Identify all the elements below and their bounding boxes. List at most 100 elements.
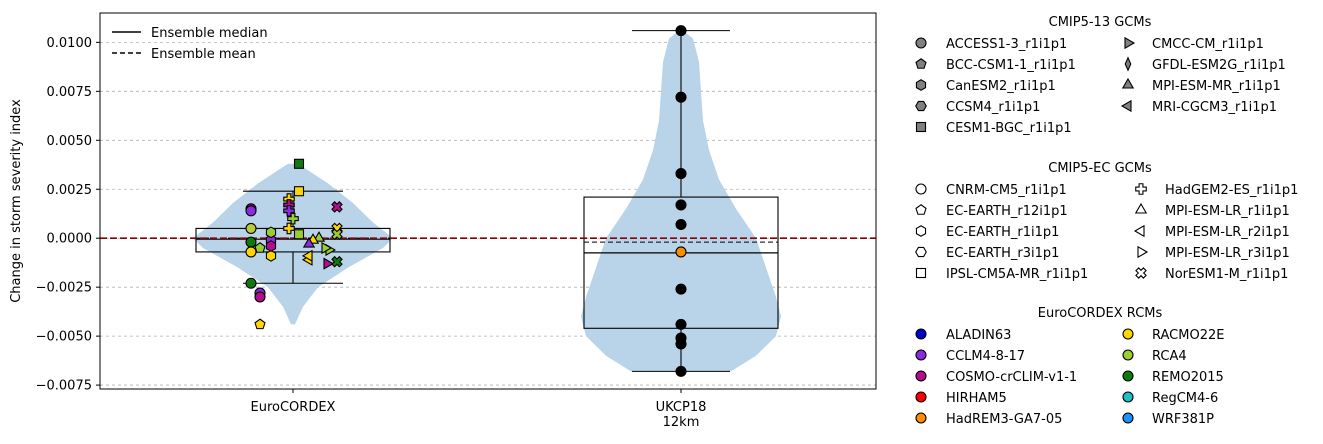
legend-item-label: WRF381P xyxy=(1152,412,1214,427)
legend-group-title: CMIP5-13 GCMs xyxy=(1049,15,1152,30)
legend-marker xyxy=(1133,224,1145,238)
legend-group-title: CMIP5-EC GCMs xyxy=(1048,161,1152,176)
legend-marker xyxy=(1121,77,1135,89)
y-tick-label: −0.0075 xyxy=(36,379,92,394)
x-tick-label: EuroCORDEX xyxy=(251,400,336,415)
data-point xyxy=(675,168,687,180)
y-tick-label: 0.0075 xyxy=(47,85,93,100)
median-legend-label: Ensemble median xyxy=(151,26,268,41)
line-legend: Ensemble median Ensemble mean xyxy=(112,26,268,62)
data-point xyxy=(265,226,277,239)
data-point xyxy=(675,338,687,350)
legend-item-label: ACCESS1-3_r1i1p1 xyxy=(946,37,1067,52)
legend-item-label: MPI-ESM-LR_r1i1p1 xyxy=(1165,204,1290,219)
data-point xyxy=(293,186,305,197)
data-point xyxy=(283,222,295,235)
y-axis: 0.0100 0.0075 0.0050 0.0025 0.0000 −0.0025 −0.… xyxy=(36,36,100,394)
legend-item-label: NorESM1-M_r1i1p1 xyxy=(1165,267,1288,282)
data-point xyxy=(293,158,305,169)
legend-marker xyxy=(1135,183,1147,195)
legend-item-label: MRI-CGCM3_r1i1p1 xyxy=(1152,100,1277,115)
data-point xyxy=(675,25,687,37)
legend-marker xyxy=(1122,349,1134,361)
data-point xyxy=(675,246,687,258)
legend-marker xyxy=(1134,202,1148,214)
legend-marker xyxy=(1122,328,1134,340)
data-point xyxy=(287,212,299,225)
legend-item-label: HIRHAM5 xyxy=(946,391,1007,406)
legend-marker xyxy=(915,58,927,69)
legend-marker xyxy=(915,349,927,361)
data-point xyxy=(675,365,687,377)
data-point xyxy=(254,242,266,253)
y-tick-label: −0.0025 xyxy=(36,281,92,296)
data-point xyxy=(254,318,266,330)
data-point xyxy=(675,283,687,295)
legend-marker xyxy=(1124,36,1136,50)
x-tick-label: UKCP18 xyxy=(656,400,707,415)
data-point xyxy=(245,277,257,289)
legend-item-label: EC-EARTH_r12i1p1 xyxy=(946,204,1068,219)
y-tick-label: 0.0000 xyxy=(47,232,93,247)
legend-marker xyxy=(915,183,927,195)
legend-marker xyxy=(915,267,927,279)
data-point xyxy=(245,205,257,217)
legend-marker xyxy=(915,225,927,237)
data-point xyxy=(323,257,335,270)
legend-item-label: REMO2015 xyxy=(1152,370,1224,385)
y-tick-label: −0.0050 xyxy=(36,330,92,345)
data-point xyxy=(293,229,305,240)
y-tick-label: 0.0100 xyxy=(47,36,93,51)
legend-marker xyxy=(1120,99,1132,113)
legend-marker xyxy=(915,370,927,382)
legend-group-title: EuroCORDEX RCMs xyxy=(1038,306,1163,321)
legend-item-label: EC-EARTH_r3i1p1 xyxy=(946,246,1059,261)
data-points xyxy=(245,25,687,377)
legend-item-label: CNRM-CM5_r1i1p1 xyxy=(946,183,1067,198)
marker-legend: CMIP5-13 GCMs ACCESS1-3_r1i1p1 BCC-CSM1-1_… xyxy=(915,15,1298,427)
legend-item-label: RCA4 xyxy=(1152,349,1187,364)
legend-item-label: CCSM4_r1i1p1 xyxy=(946,100,1040,115)
legend-marker xyxy=(915,121,927,133)
y-tick-label: 0.0050 xyxy=(47,134,93,149)
legend-item-label: COSMO-crCLIM-v1-1 xyxy=(946,370,1077,385)
legend-item-label: CMCC-CM_r1i1p1 xyxy=(1152,37,1264,52)
data-point xyxy=(245,236,257,248)
data-point xyxy=(675,218,687,231)
legend-item-label: ALADIN63 xyxy=(946,328,1011,343)
legend-item-label: HadREM3-GA7-05 xyxy=(946,412,1062,427)
data-point xyxy=(301,249,313,262)
legend-marker xyxy=(1124,56,1132,72)
legend-marker xyxy=(915,328,927,340)
legend-item-label: BCC-CSM1-1_r1i1p1 xyxy=(946,58,1076,73)
legend-item-label: CCLM4-8-17 xyxy=(946,349,1025,364)
data-point xyxy=(265,249,277,262)
data-point xyxy=(321,241,333,255)
legend-marker xyxy=(915,204,927,215)
legend-marker xyxy=(915,412,927,424)
legend-item-label: MPI-ESM-LR_r3i1p1 xyxy=(1165,246,1290,261)
legend-marker xyxy=(1122,412,1134,424)
legend-item-label: EC-EARTH_r1i1p1 xyxy=(946,225,1059,240)
legend-marker xyxy=(915,79,927,91)
y-axis-label: Change in storm severity index xyxy=(9,99,24,303)
legend-item-label: MPI-ESM-LR_r2i1p1 xyxy=(1165,225,1290,240)
data-point xyxy=(675,91,687,103)
legend-item-label: IPSL-CM5A-MR_r1i1p1 xyxy=(946,267,1088,282)
data-point xyxy=(331,228,343,241)
legend-item-label: CanESM2_r1i1p1 xyxy=(946,79,1056,94)
legend-item-label: HadGEM2-ES_r1i1p1 xyxy=(1165,183,1298,198)
violin-0 xyxy=(193,163,393,325)
data-point xyxy=(254,291,266,303)
legend-marker xyxy=(1122,391,1134,403)
data-point xyxy=(675,318,687,330)
legend-marker xyxy=(915,246,927,258)
x-tick-label: 12km xyxy=(663,415,700,430)
legend-marker xyxy=(1137,245,1149,259)
mean-legend-label: Ensemble mean xyxy=(151,47,256,62)
data-point xyxy=(331,201,343,213)
legend-marker xyxy=(915,37,927,49)
data-point xyxy=(245,222,257,234)
